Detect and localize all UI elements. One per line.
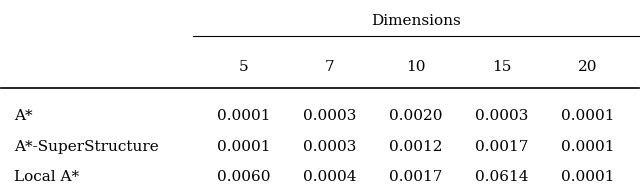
Text: 15: 15 xyxy=(492,60,511,74)
Text: Dimensions: Dimensions xyxy=(371,14,460,28)
Text: 7: 7 xyxy=(324,60,334,74)
Text: Local A*: Local A* xyxy=(14,170,79,184)
Text: 0.0001: 0.0001 xyxy=(217,140,270,154)
Text: 0.0001: 0.0001 xyxy=(561,109,614,123)
Text: 0.0001: 0.0001 xyxy=(561,140,614,154)
Text: 0.0017: 0.0017 xyxy=(475,140,528,154)
Text: 0.0017: 0.0017 xyxy=(389,170,442,184)
Text: 0.0020: 0.0020 xyxy=(389,109,442,123)
Text: 0.0003: 0.0003 xyxy=(303,140,356,154)
Text: 0.0004: 0.0004 xyxy=(303,170,356,184)
Text: 0.0001: 0.0001 xyxy=(561,170,614,184)
Text: 20: 20 xyxy=(578,60,597,74)
Text: 0.0003: 0.0003 xyxy=(303,109,356,123)
Text: 0.0001: 0.0001 xyxy=(217,109,270,123)
Text: 0.0614: 0.0614 xyxy=(475,170,529,184)
Text: A*: A* xyxy=(14,109,33,123)
Text: 5: 5 xyxy=(239,60,248,74)
Text: 10: 10 xyxy=(406,60,426,74)
Text: 0.0060: 0.0060 xyxy=(217,170,270,184)
Text: 0.0003: 0.0003 xyxy=(475,109,528,123)
Text: 0.0012: 0.0012 xyxy=(389,140,442,154)
Text: A*-SuperStructure: A*-SuperStructure xyxy=(14,140,159,154)
